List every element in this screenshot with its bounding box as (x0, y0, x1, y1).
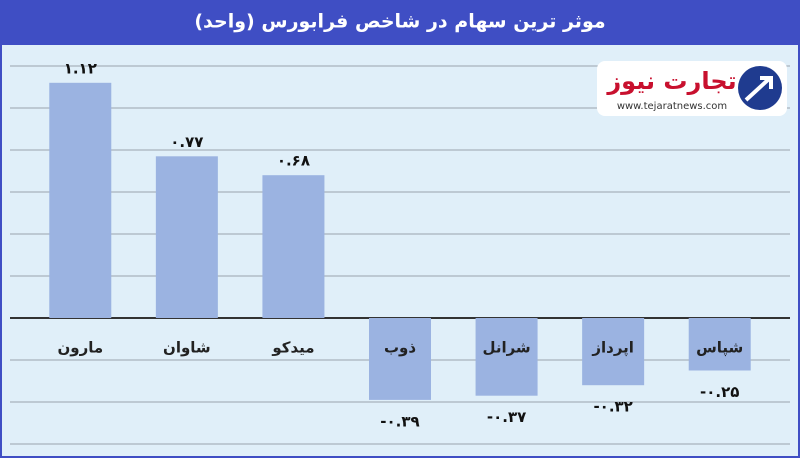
x-tick-label: مارون (57, 339, 103, 357)
x-tick-label: شپاس (696, 339, 743, 358)
logo-url: www.tejaratnews.com (617, 101, 727, 112)
bar (262, 175, 325, 318)
bar (582, 318, 645, 386)
bar (155, 156, 218, 318)
value-label: ۱.۱۲ (64, 59, 97, 77)
value-label: -۰.۲۵ (700, 383, 739, 401)
frame (0, 43, 800, 458)
x-tick-label: ذوب (384, 339, 416, 357)
bars: مارون ۱.۱۲ شاوان ۰.۷۷ میدکو ۰.۶۸ ذوب -۰.۳۹ شرانل… (49, 59, 751, 430)
x-tick-label: اپرداز (591, 339, 634, 358)
bar (475, 318, 538, 396)
value-label: ۰.۷۷ (170, 133, 203, 151)
x-tick-label: شاوان (163, 339, 211, 357)
x-tick-label: میدکو (271, 339, 314, 357)
value-label: -۰.۳۹ (380, 412, 419, 430)
logo: تجارت نیوز www.tejaratnews.com (597, 61, 787, 116)
chart-title: موثر ترین سهام در شاخص فرابورس (واحد) (194, 11, 605, 33)
x-tick-label: شرانل (482, 339, 530, 357)
bar (688, 318, 751, 371)
value-label: ۰.۶۸ (277, 152, 310, 170)
grid (10, 65, 790, 445)
bar (49, 82, 112, 318)
bar (369, 318, 431, 400)
header (0, 0, 800, 44)
value-label: -۰.۳۷ (487, 408, 526, 426)
logo-name: تجارت نیوز (606, 67, 736, 95)
logo-arrow (744, 76, 773, 102)
logo-box (597, 61, 787, 116)
value-label: -۰.۳۲ (593, 398, 632, 416)
